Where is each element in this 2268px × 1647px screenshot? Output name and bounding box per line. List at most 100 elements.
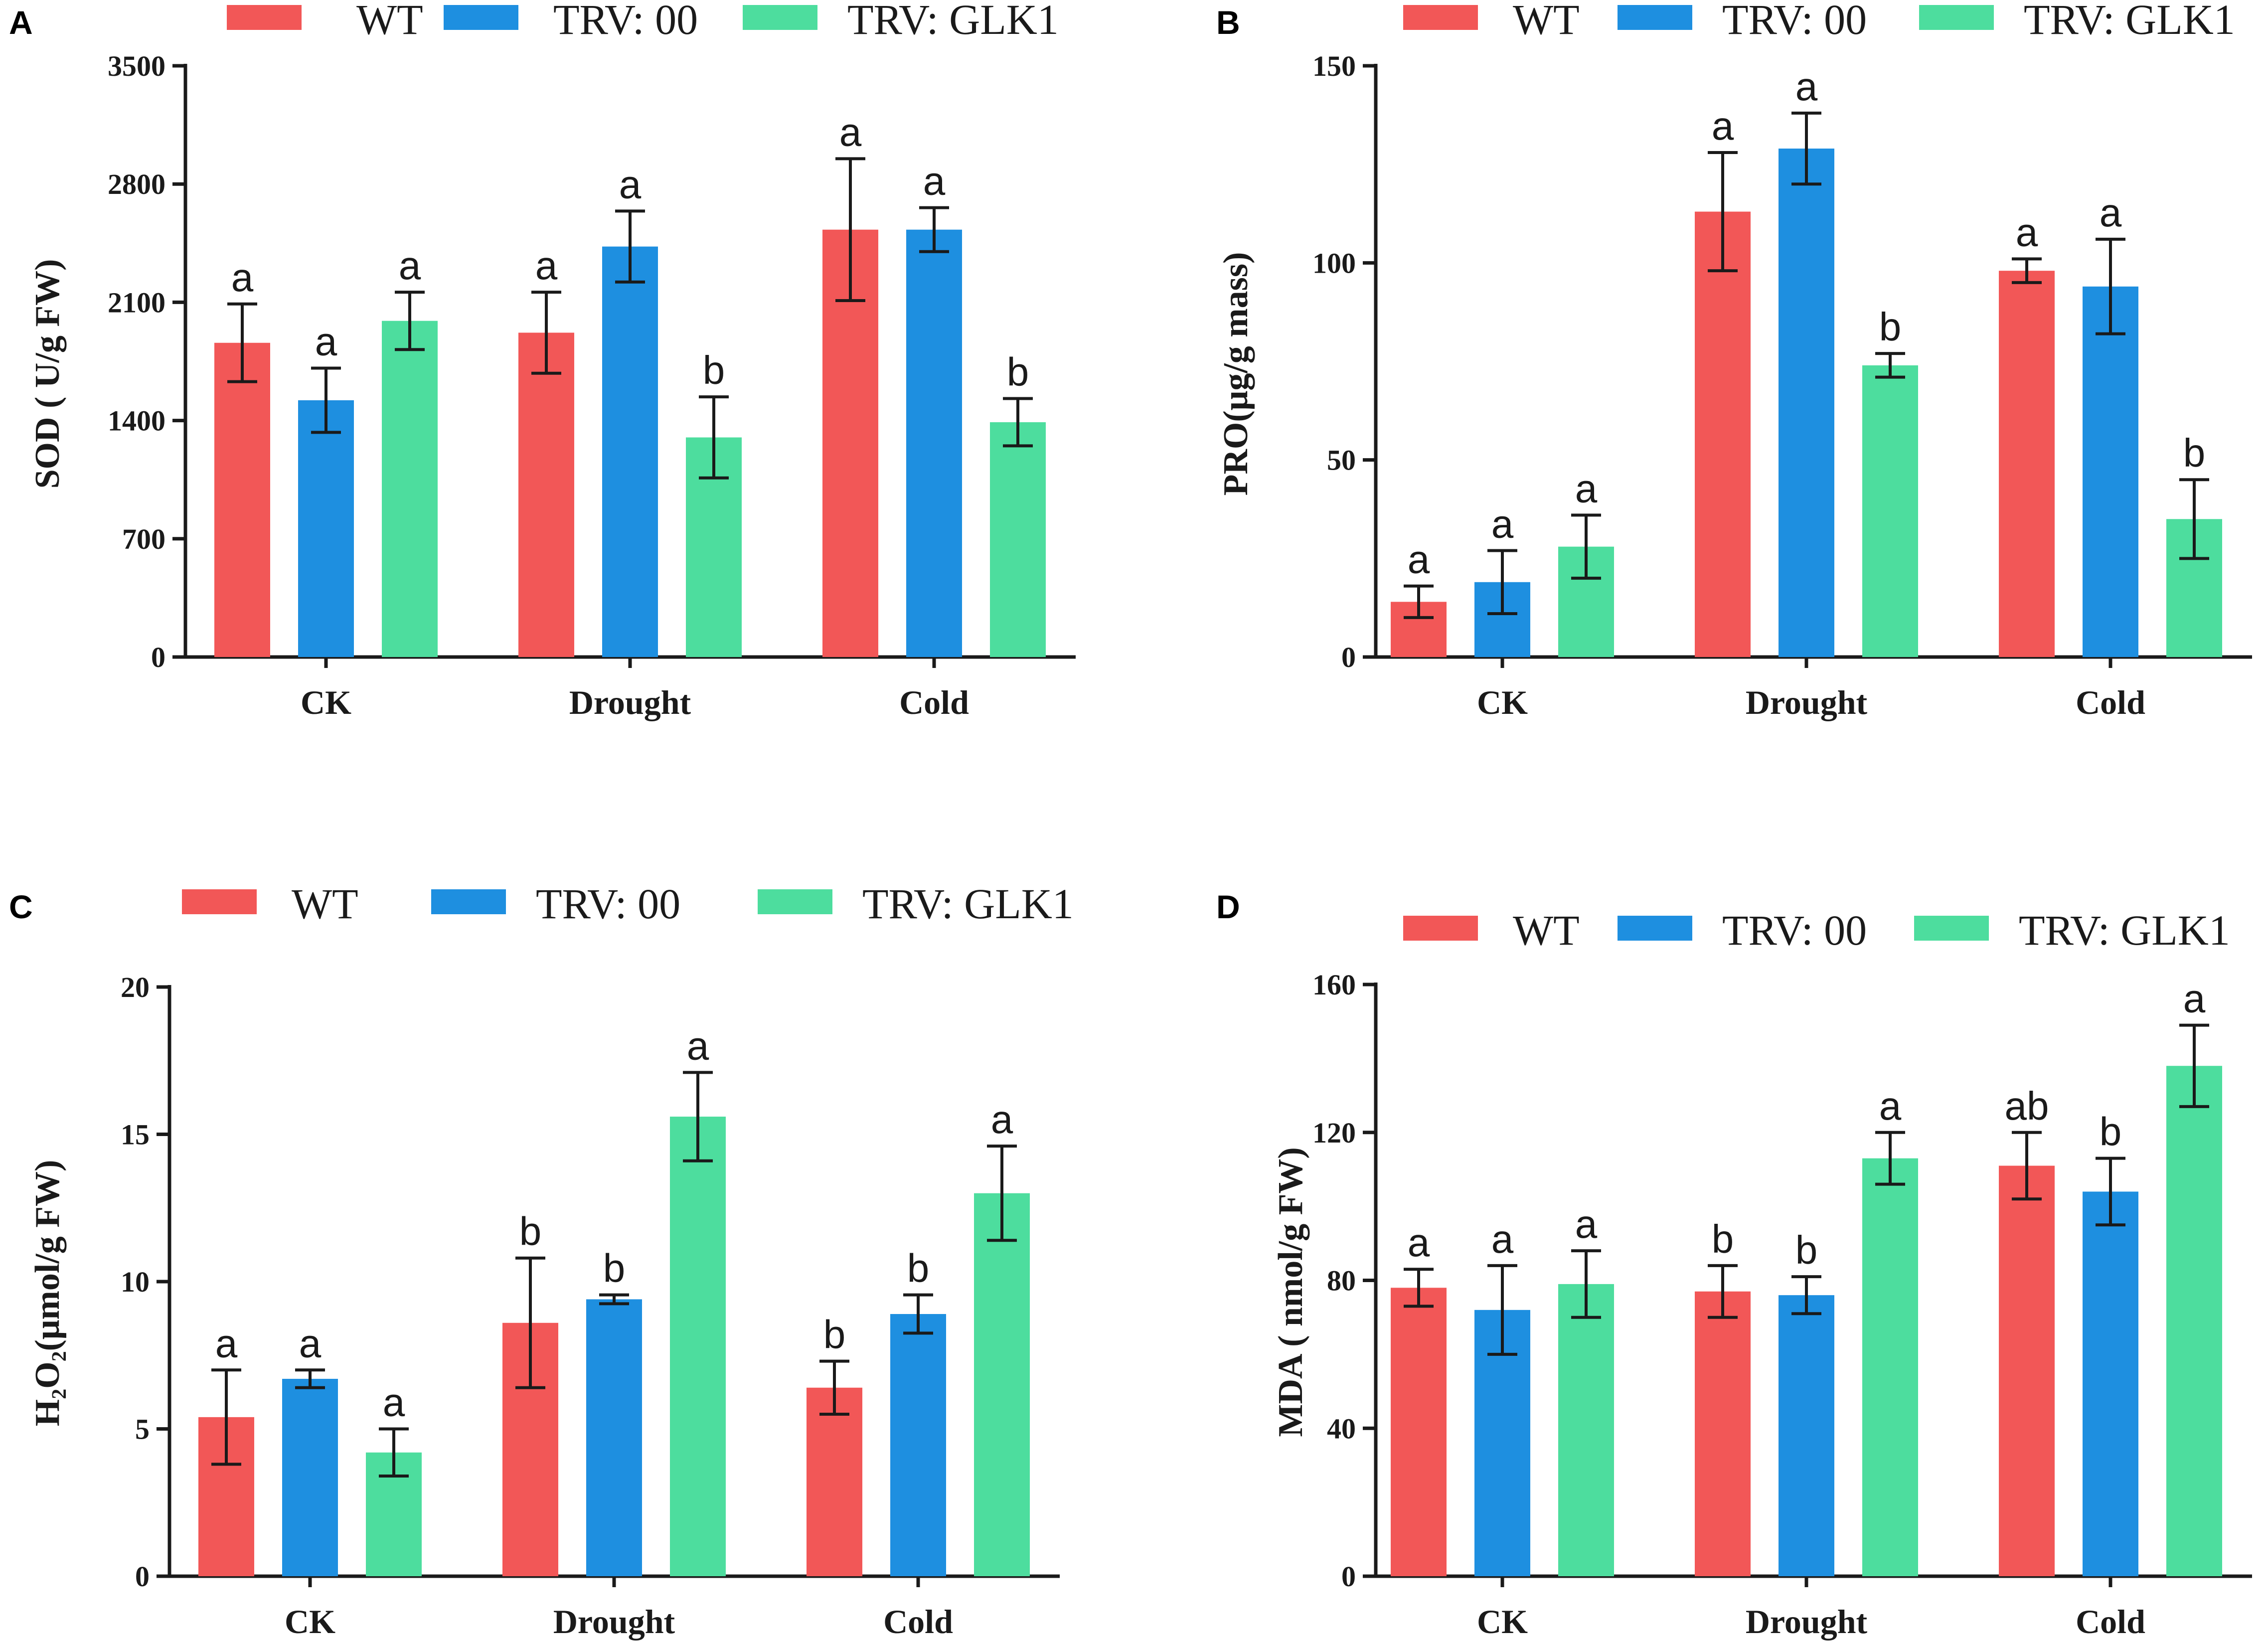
panel-c: C WT TRV: 00 TRV: GLK1 0 5 10 15 20 H₂O₂(μmol/g F…	[9, 880, 1074, 1641]
bar	[382, 321, 438, 657]
legend-label: TRV: GLK1	[862, 880, 1074, 928]
y-tick-label: 0	[151, 641, 165, 673]
significance-letter: a	[215, 1321, 238, 1365]
legend-swatch	[758, 889, 832, 914]
significance-letter: a	[1408, 1220, 1430, 1265]
bar	[282, 1379, 338, 1576]
significance-letter: a	[315, 320, 337, 364]
bar	[1862, 1158, 1918, 1576]
x-category-label: Cold	[899, 683, 969, 721]
bar	[2083, 286, 2138, 657]
x-category-label: Cold	[883, 1603, 953, 1641]
panel-b: B WT TRV: 00 TRV: GLK1 0 50 100 150 PRO(μg/g mas…	[1216, 0, 2252, 721]
bar	[990, 422, 1046, 657]
bar	[1695, 211, 1751, 658]
legend-swatch	[1403, 5, 1478, 30]
significance-letter: a	[299, 1321, 322, 1365]
legend-label: TRV: 00	[536, 880, 680, 928]
significance-letter: a	[231, 255, 254, 300]
legend-swatch	[1919, 5, 1994, 30]
y-tick-label: 160	[1312, 969, 1356, 1001]
significance-letter: b	[1712, 1217, 1734, 1261]
significance-letter: b	[1879, 305, 1902, 349]
y-tick-label: 150	[1312, 50, 1356, 82]
significance-letter: a	[687, 1023, 709, 1068]
significance-letter: b	[823, 1313, 846, 1357]
y-tick-label: 2100	[108, 286, 165, 319]
x-category-label: Drought	[1746, 683, 1868, 721]
y-tick-label: 15	[121, 1119, 150, 1151]
significance-letter: a	[383, 1380, 405, 1425]
bar	[2083, 1191, 2138, 1576]
bar	[1695, 1291, 1751, 1576]
bar	[214, 342, 270, 657]
legend-swatch	[227, 5, 302, 30]
legend-label: WT	[1513, 906, 1580, 954]
significance-letter: b	[1795, 1228, 1818, 1272]
y-tick-label: 700	[122, 523, 165, 555]
significance-letter: a	[1491, 1217, 1514, 1261]
x-category-label: Cold	[2076, 683, 2145, 721]
legend-swatch	[1914, 916, 1989, 941]
bar	[518, 332, 574, 657]
x-category-label: CK	[301, 683, 351, 721]
significance-letter: b	[519, 1209, 542, 1254]
legend-label: TRV: 00	[553, 0, 698, 43]
legend-label: TRV: GLK1	[2024, 0, 2235, 43]
panel-d: D WT TRV: 00 TRV: GLK1 0 40 80 120 160 MDA ( nmol…	[1216, 888, 2252, 1641]
x-category-label: Drought	[553, 1603, 675, 1641]
panel-letter: D	[1216, 888, 1240, 925]
significance-letter: b	[603, 1246, 626, 1291]
significance-letter: b	[2183, 431, 2206, 475]
x-category-label: CK	[1477, 1603, 1528, 1641]
legend-swatch	[182, 889, 257, 914]
significance-letter: ab	[2005, 1084, 2049, 1128]
bar	[1391, 1288, 1447, 1576]
legend-label: TRV: 00	[1722, 0, 1867, 43]
y-axis-title: SOD ( U/g FW)	[28, 259, 67, 489]
y-axis-title: H₂O₂(μmol/g FW)	[28, 1160, 67, 1427]
panel-a: A WT TRV: 00 TRV: GLK1 0 700 1400 2100 2800 3500 S…	[9, 0, 1076, 721]
y-axis-title: MDA ( nmol/g FW)	[1272, 1147, 1310, 1437]
significance-letter: a	[2100, 190, 2122, 235]
significance-letter: a	[2016, 210, 2038, 254]
legend-label: TRV: GLK1	[847, 0, 1059, 43]
y-tick-label: 120	[1312, 1117, 1356, 1149]
legend-swatch	[743, 5, 817, 30]
legend-swatch	[1618, 5, 1692, 30]
y-tick-label: 100	[1312, 247, 1356, 279]
legend-swatch	[1618, 916, 1692, 941]
legend-swatch	[1403, 916, 1478, 941]
x-category-label: Cold	[2076, 1603, 2145, 1641]
significance-letter: a	[839, 110, 862, 154]
bar	[974, 1193, 1030, 1576]
x-category-label: Drought	[1746, 1603, 1868, 1641]
significance-letter: a	[535, 243, 558, 288]
significance-letter: a	[619, 162, 642, 206]
x-category-label: Drought	[569, 683, 691, 721]
legend-swatch	[431, 889, 506, 914]
significance-letter: a	[1408, 537, 1430, 582]
legend-label: TRV: GLK1	[2019, 906, 2230, 954]
bar	[298, 400, 354, 657]
bar	[807, 1387, 862, 1576]
y-tick-label: 0	[135, 1560, 150, 1593]
bar	[670, 1117, 726, 1576]
bar	[1862, 365, 1918, 657]
significance-letter: a	[1795, 64, 1818, 109]
legend-label: WT	[1513, 0, 1580, 43]
significance-letter: a	[1575, 466, 1598, 510]
panel-letter: A	[9, 4, 33, 41]
significance-letter: a	[2183, 977, 2206, 1021]
y-tick-label: 0	[1341, 1560, 1356, 1593]
y-tick-label: 40	[1327, 1412, 1356, 1445]
bar	[2166, 1066, 2222, 1576]
significance-letter: a	[923, 159, 946, 203]
bar	[1779, 1295, 1834, 1576]
y-tick-label: 3500	[108, 50, 165, 82]
panel-letter: B	[1216, 4, 1240, 41]
bar	[602, 246, 658, 657]
legend-swatch	[444, 5, 518, 30]
y-tick-label: 2800	[108, 168, 165, 200]
